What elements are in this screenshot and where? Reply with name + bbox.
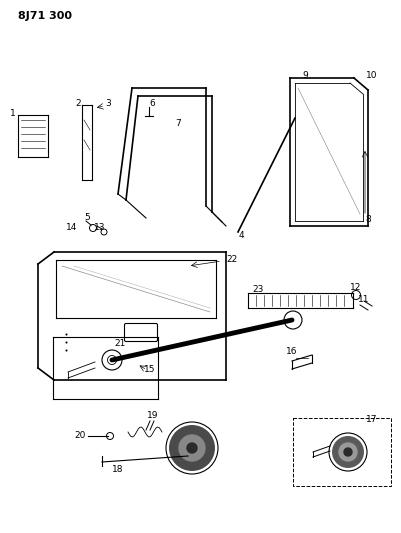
Text: 18: 18 [112, 465, 124, 474]
Circle shape [332, 436, 364, 468]
Text: 10: 10 [366, 71, 378, 80]
Text: 14: 14 [66, 223, 78, 232]
Text: 2: 2 [75, 99, 81, 108]
Circle shape [169, 425, 215, 471]
Text: 16: 16 [286, 346, 298, 356]
Circle shape [339, 443, 357, 461]
Text: 11: 11 [358, 295, 370, 304]
Text: 21: 21 [114, 340, 126, 349]
Circle shape [179, 435, 205, 461]
Circle shape [344, 448, 352, 456]
Text: 8J71 300: 8J71 300 [18, 11, 72, 21]
Circle shape [187, 443, 197, 453]
Text: 19: 19 [147, 411, 159, 421]
Text: 23: 23 [252, 286, 264, 295]
Text: 1: 1 [10, 109, 16, 117]
Bar [293, 418, 391, 486]
Text: 3: 3 [105, 100, 111, 109]
Text: 6: 6 [149, 99, 155, 108]
Text: 8: 8 [365, 215, 371, 224]
Text: 7: 7 [175, 118, 181, 127]
Text: 22: 22 [227, 255, 238, 264]
Text: 12: 12 [350, 284, 362, 293]
Text: 17: 17 [366, 416, 378, 424]
Text: 4: 4 [238, 231, 244, 240]
Text: 15: 15 [144, 366, 156, 375]
Text: 20: 20 [74, 432, 86, 440]
Text: 5: 5 [84, 214, 90, 222]
Text: 9: 9 [302, 71, 308, 80]
Text: 13: 13 [94, 223, 106, 232]
